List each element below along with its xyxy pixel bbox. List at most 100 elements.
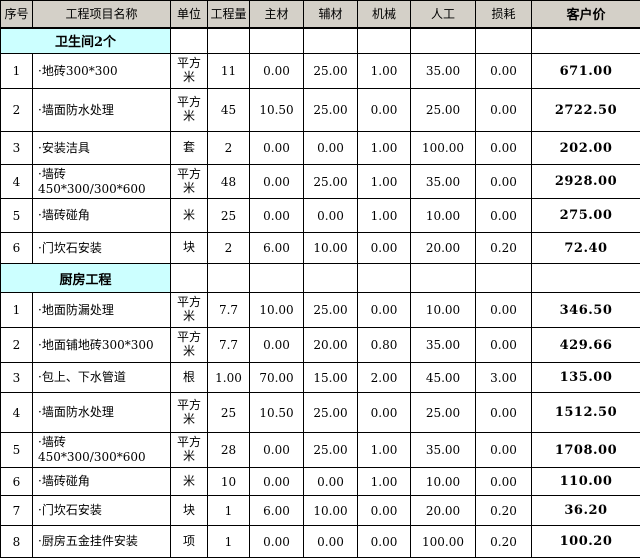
cell-machinery: 1.00 (357, 131, 411, 165)
cell-loss: 0.20 (475, 495, 532, 526)
cell-labor: 10.00 (410, 198, 476, 233)
cell-machinery: 0.00 (357, 292, 411, 328)
cell-unit: 平方米 (170, 88, 208, 132)
table-row: 5 ·墙砖碰角 米 25 0.00 0.00 1.00 10.00 0.00 2… (0, 198, 640, 233)
cell-labor: 20.00 (410, 495, 476, 526)
cell-name: ·地面防漏处理 (32, 292, 171, 328)
cell-main-material: 0.00 (249, 467, 304, 496)
cell-aux-material: 0.00 (303, 131, 358, 165)
cell-customer-price: 72.40 (531, 232, 640, 264)
cell-name: ·包上、下水管道 (32, 362, 171, 393)
table-row: 7 ·门坎石安装 块 1 6.00 10.00 0.00 20.00 0.20 … (0, 495, 640, 526)
cell-unit: 米 (170, 467, 208, 496)
empty-cell (531, 263, 640, 293)
cell-customer-price: 1708.00 (531, 432, 640, 468)
table-row: 4 ·墙砖 450*300/300*600 平方米 48 0.00 25.00 … (0, 164, 640, 199)
cell-unit: 块 (170, 232, 208, 264)
empty-cell (249, 27, 304, 54)
cell-main-material: 6.00 (249, 495, 304, 526)
cell-machinery: 0.00 (357, 392, 411, 433)
cell-unit: 根 (170, 362, 208, 393)
cell-labor: 35.00 (410, 432, 476, 468)
cell-name: ·墙面防水处理 (32, 88, 171, 132)
cell-qty: 25 (207, 198, 250, 233)
cell-name: ·墙砖碰角 (32, 198, 171, 233)
cell-main-material: 0.00 (249, 525, 304, 558)
table-row: 4 ·墙面防水处理 平方米 25 10.50 25.00 0.00 25.00 … (0, 392, 640, 433)
cell-labor: 10.00 (410, 292, 476, 328)
cell-name: ·门坎石安装 (32, 232, 171, 264)
table-row: 8 ·厨房五金挂件安装 项 1 0.00 0.00 0.00 100.00 0.… (0, 525, 640, 558)
cell-machinery: 1.00 (357, 53, 411, 89)
cell-qty: 45 (207, 88, 250, 132)
cell-no: 3 (0, 362, 33, 393)
cell-aux-material: 25.00 (303, 292, 358, 328)
cell-aux-material: 10.00 (303, 232, 358, 264)
empty-cell (410, 27, 476, 54)
cell-name: ·墙面防水处理 (32, 392, 171, 433)
cell-no: 4 (0, 392, 33, 433)
cell-main-material: 0.00 (249, 164, 304, 199)
cell-unit: 米 (170, 198, 208, 233)
cell-labor: 20.00 (410, 232, 476, 264)
cell-machinery: 1.00 (357, 164, 411, 199)
cell-loss: 0.00 (475, 392, 532, 433)
table-row: 2 ·地面铺地砖300*300 平方米 7.7 0.00 20.00 0.80 … (0, 327, 640, 363)
header-cell-no: 序号 (0, 0, 33, 29)
cell-aux-material: 0.00 (303, 467, 358, 496)
table-row: 3 ·包上、下水管道 根 1.00 70.00 15.00 2.00 45.00… (0, 362, 640, 393)
cell-aux-material: 25.00 (303, 432, 358, 468)
cell-unit: 平方米 (170, 292, 208, 328)
cell-qty: 2 (207, 131, 250, 165)
cell-loss: 0.00 (475, 198, 532, 233)
cell-machinery: 0.00 (357, 88, 411, 132)
cell-no: 3 (0, 131, 33, 165)
cell-qty: 7.7 (207, 327, 250, 363)
cell-aux-material: 20.00 (303, 327, 358, 363)
cell-unit: 平方米 (170, 327, 208, 363)
cell-loss: 0.20 (475, 232, 532, 264)
cell-machinery: 1.00 (357, 432, 411, 468)
empty-cell (475, 27, 532, 54)
cell-customer-price: 36.20 (531, 495, 640, 526)
cell-qty: 10 (207, 467, 250, 496)
cell-unit: 套 (170, 131, 208, 165)
cell-customer-price: 346.50 (531, 292, 640, 328)
cell-main-material: 0.00 (249, 53, 304, 89)
section-row-bathroom: 卫生间2个 (0, 27, 640, 54)
cell-labor: 45.00 (410, 362, 476, 393)
cell-loss: 0.00 (475, 131, 532, 165)
cell-labor: 35.00 (410, 53, 476, 89)
cell-main-material: 70.00 (249, 362, 304, 393)
cell-qty: 7.7 (207, 292, 250, 328)
empty-cell (303, 263, 358, 293)
cell-no: 2 (0, 88, 33, 132)
header-cell-loss: 损耗 (475, 0, 532, 29)
empty-cell (410, 263, 476, 293)
cell-aux-material: 0.00 (303, 198, 358, 233)
cell-aux-material: 25.00 (303, 53, 358, 89)
empty-cell (170, 263, 208, 293)
cell-aux-material: 25.00 (303, 392, 358, 433)
cell-machinery: 0.00 (357, 495, 411, 526)
cell-qty: 48 (207, 164, 250, 199)
cell-loss: 0.00 (475, 53, 532, 89)
cell-customer-price: 275.00 (531, 198, 640, 233)
cell-no: 1 (0, 53, 33, 89)
section-title: 卫生间2个 (0, 27, 171, 54)
empty-cell (207, 27, 250, 54)
cell-labor: 10.00 (410, 467, 476, 496)
cell-labor: 35.00 (410, 327, 476, 363)
cell-name: ·地面铺地砖300*300 (32, 327, 171, 363)
cell-machinery: 1.00 (357, 198, 411, 233)
header-cell-qty: 工程量 (207, 0, 250, 29)
cell-no: 6 (0, 232, 33, 264)
table-row: 5 ·墙砖 450*300/300*600 平方米 28 0.00 25.00 … (0, 432, 640, 468)
cell-aux-material: 25.00 (303, 164, 358, 199)
cell-loss: 0.00 (475, 432, 532, 468)
cell-qty: 2 (207, 232, 250, 264)
header-cell-aux-material: 辅材 (303, 0, 358, 29)
cell-name: ·门坎石安装 (32, 495, 171, 526)
empty-cell (531, 27, 640, 54)
cell-no: 7 (0, 495, 33, 526)
